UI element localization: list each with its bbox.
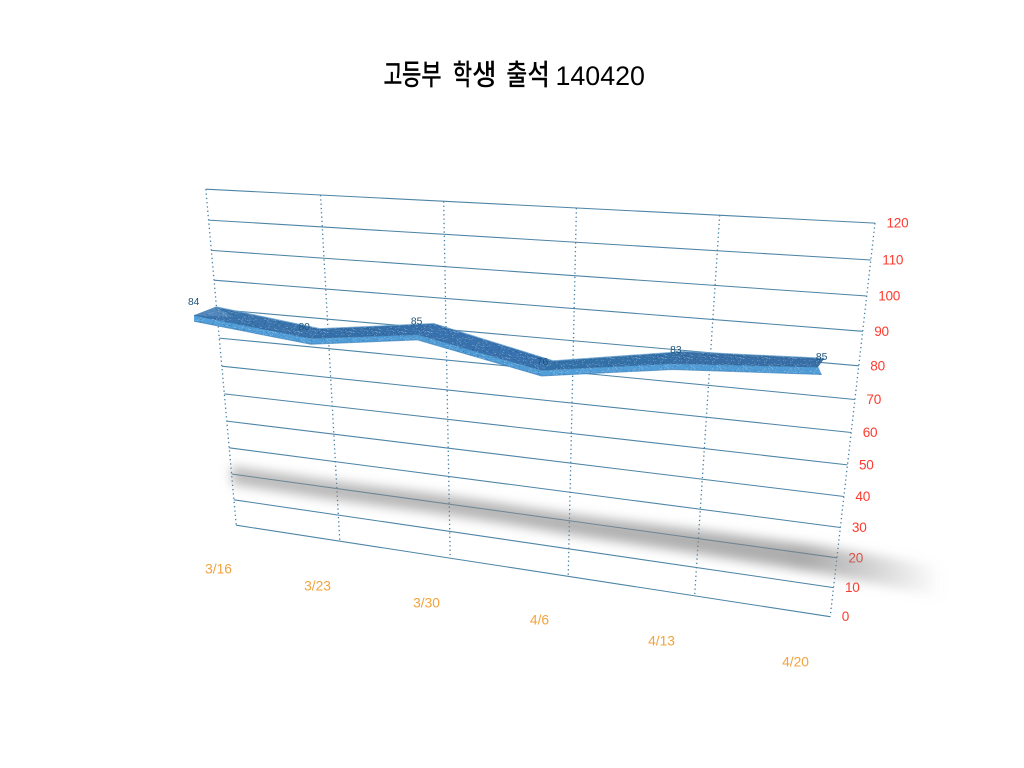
svg-text:60: 60 (863, 425, 878, 440)
svg-text:40: 40 (855, 489, 870, 504)
svg-text:100: 100 (878, 289, 901, 304)
svg-text:140420: 140420 (556, 61, 645, 91)
svg-text:76: 76 (537, 357, 549, 368)
svg-text:10: 10 (845, 580, 860, 595)
svg-text:83: 83 (670, 345, 682, 356)
svg-text:120: 120 (887, 216, 910, 231)
svg-text:0: 0 (842, 609, 850, 624)
svg-text:4/13: 4/13 (648, 634, 675, 649)
svg-text:84: 84 (188, 297, 200, 308)
svg-text:3/16: 3/16 (205, 562, 232, 577)
svg-text:4/20: 4/20 (782, 655, 809, 670)
svg-text:3/30: 3/30 (413, 596, 440, 611)
svg-text:4/6: 4/6 (530, 613, 550, 628)
svg-text:110: 110 (882, 253, 904, 268)
svg-text:3/23: 3/23 (304, 579, 331, 594)
svg-text:85: 85 (816, 352, 828, 363)
svg-text:85: 85 (411, 317, 423, 328)
svg-text:80: 80 (298, 322, 310, 333)
svg-text:90: 90 (874, 324, 889, 339)
svg-text:80: 80 (870, 358, 885, 373)
svg-text:30: 30 (852, 520, 867, 535)
svg-text:50: 50 (859, 457, 874, 472)
svg-text:70: 70 (866, 392, 881, 407)
